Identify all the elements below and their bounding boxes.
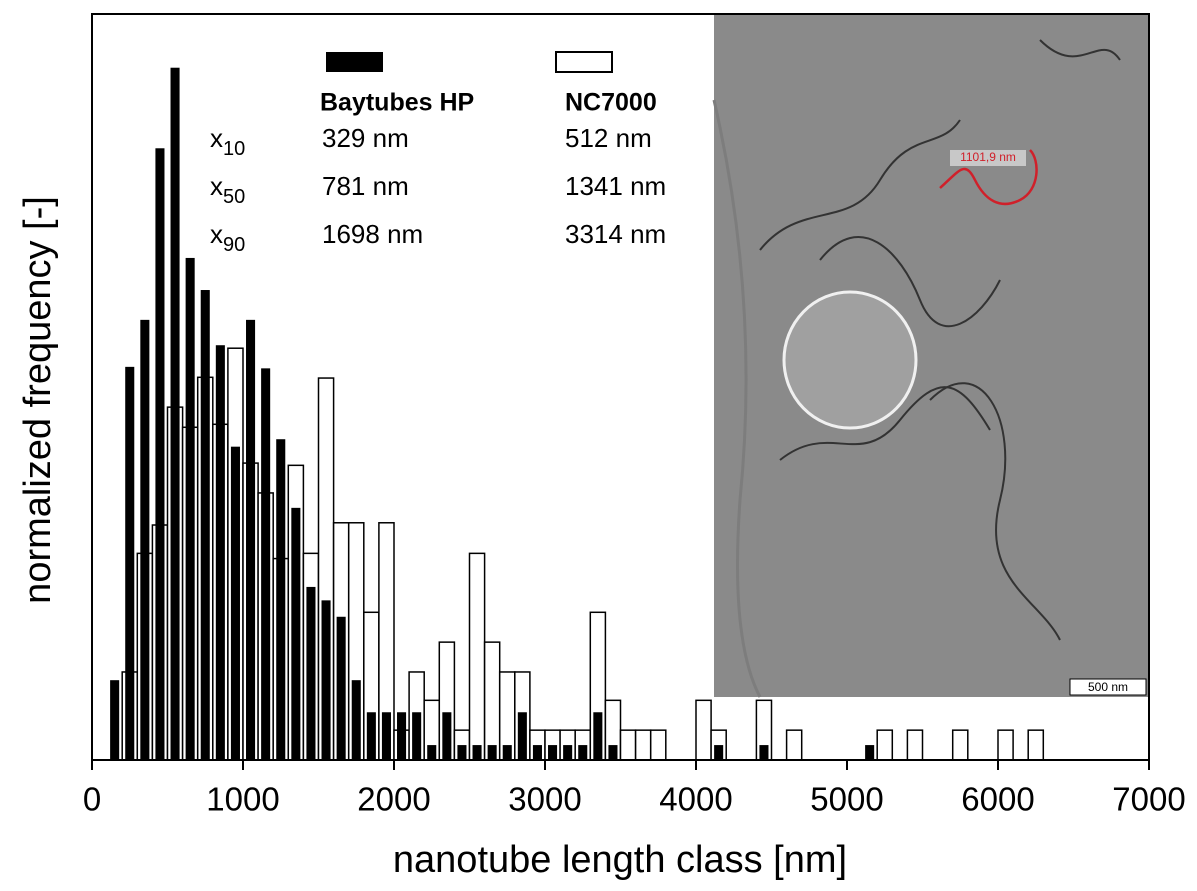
bar — [366, 712, 376, 760]
bar — [468, 552, 486, 761]
bar — [140, 319, 150, 760]
bar — [649, 729, 667, 761]
stat-value: 329 nm — [322, 123, 409, 153]
bars — [110, 67, 1045, 761]
x-tick-label: 7000 — [1112, 781, 1185, 818]
bar — [351, 680, 361, 760]
x-tick-label: 3000 — [508, 781, 581, 818]
bar — [578, 745, 588, 760]
bar — [442, 712, 452, 760]
stat-symbol: x90 — [210, 219, 245, 256]
stat-value: 781 nm — [322, 171, 409, 201]
stat-subscript: 10 — [223, 138, 245, 160]
legend-label: Baytubes HP — [320, 89, 474, 117]
bar — [306, 586, 316, 760]
bar — [110, 680, 120, 760]
bar — [695, 699, 712, 761]
bar — [412, 712, 422, 760]
stat-symbol: x10 — [210, 123, 245, 160]
nanotube — [1039, 39, 1121, 61]
nanotube — [929, 382, 1061, 641]
bar — [261, 368, 271, 760]
bar — [608, 745, 618, 760]
bar — [200, 290, 210, 760]
legend-swatch — [555, 51, 613, 73]
bar — [593, 712, 603, 760]
bar — [1027, 729, 1045, 761]
bar — [865, 745, 875, 760]
bar — [563, 745, 573, 760]
legend-swatch — [326, 52, 383, 72]
nanotube — [779, 386, 991, 461]
inset-micrograph: 1101,9 nm 500 nm — [712, 14, 1149, 698]
bar — [336, 616, 346, 760]
bar — [759, 745, 769, 760]
x-tick-label: 0 — [83, 781, 101, 818]
bar — [997, 729, 1014, 761]
stat-value: 1698 nm — [322, 219, 423, 249]
nanotube — [819, 236, 1001, 328]
micrograph-background — [714, 14, 1149, 697]
stat-symbol-letter: x — [210, 219, 223, 249]
x-tick-label: 5000 — [810, 781, 883, 818]
bar — [714, 745, 724, 760]
bar — [906, 729, 924, 761]
bar — [785, 729, 803, 761]
bar — [215, 345, 225, 760]
scale-bar-box — [1069, 678, 1147, 696]
stat-symbol: x50 — [210, 171, 245, 208]
bar — [125, 366, 135, 760]
y-axis-title: normalized frequency [-] — [17, 196, 59, 604]
stat-symbol-letter: x — [210, 123, 223, 153]
plot-frame — [91, 13, 1150, 761]
bar — [472, 745, 482, 760]
stat-value: 3314 nm — [565, 219, 666, 249]
bar — [155, 148, 165, 760]
bar — [427, 745, 437, 760]
nanotube — [759, 119, 961, 251]
stat-value: 512 nm — [565, 123, 652, 153]
micrograph-edge — [712, 99, 762, 698]
x-axis-title: nanotube length class [nm] — [393, 839, 847, 881]
measured-nanotube — [939, 149, 1038, 206]
bar — [321, 600, 331, 760]
hole — [782, 290, 918, 430]
bar — [170, 67, 180, 761]
measurement-label: 1101,9 nm — [960, 150, 1016, 164]
bar — [487, 745, 497, 760]
bar — [246, 319, 256, 760]
bar — [276, 439, 286, 760]
stat-symbol-letter: x — [210, 171, 223, 201]
bar — [532, 745, 542, 760]
bar — [483, 641, 501, 761]
bar — [502, 745, 512, 760]
bar — [230, 446, 240, 760]
bar — [619, 729, 637, 761]
measurement-box — [950, 150, 1026, 166]
stat-value: 1341 nm — [565, 171, 666, 201]
legend-label: NC7000 — [565, 89, 657, 117]
bar — [634, 729, 652, 761]
bar — [876, 729, 894, 761]
x-tick-label: 4000 — [659, 781, 732, 818]
bar — [291, 507, 301, 760]
bar — [397, 712, 407, 760]
stat-subscript: 90 — [223, 234, 245, 256]
x-tick-label: 6000 — [961, 781, 1034, 818]
bar — [457, 745, 467, 760]
x-tick-label: 2000 — [357, 781, 430, 818]
stat-subscript: 50 — [223, 186, 245, 208]
bar — [548, 745, 558, 760]
bar — [517, 712, 527, 760]
x-tick-label: 1000 — [206, 781, 279, 818]
bar — [381, 712, 391, 760]
bar — [951, 729, 969, 761]
scale-bar-label: 500 nm — [1088, 680, 1128, 694]
bar — [185, 257, 195, 760]
